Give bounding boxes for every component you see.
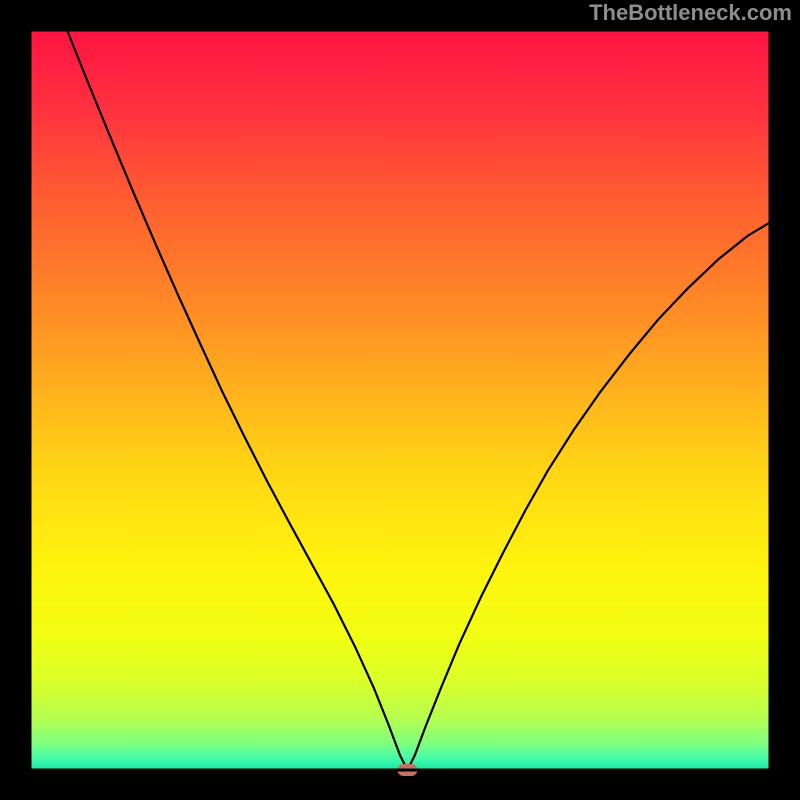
watermark-text: TheBottleneck.com — [589, 0, 792, 26]
bottleneck-chart — [0, 0, 800, 800]
gradient-background — [30, 30, 770, 770]
plot-area — [30, 30, 770, 776]
chart-container: { "meta": { "watermark": "TheBottleneck.… — [0, 0, 800, 800]
